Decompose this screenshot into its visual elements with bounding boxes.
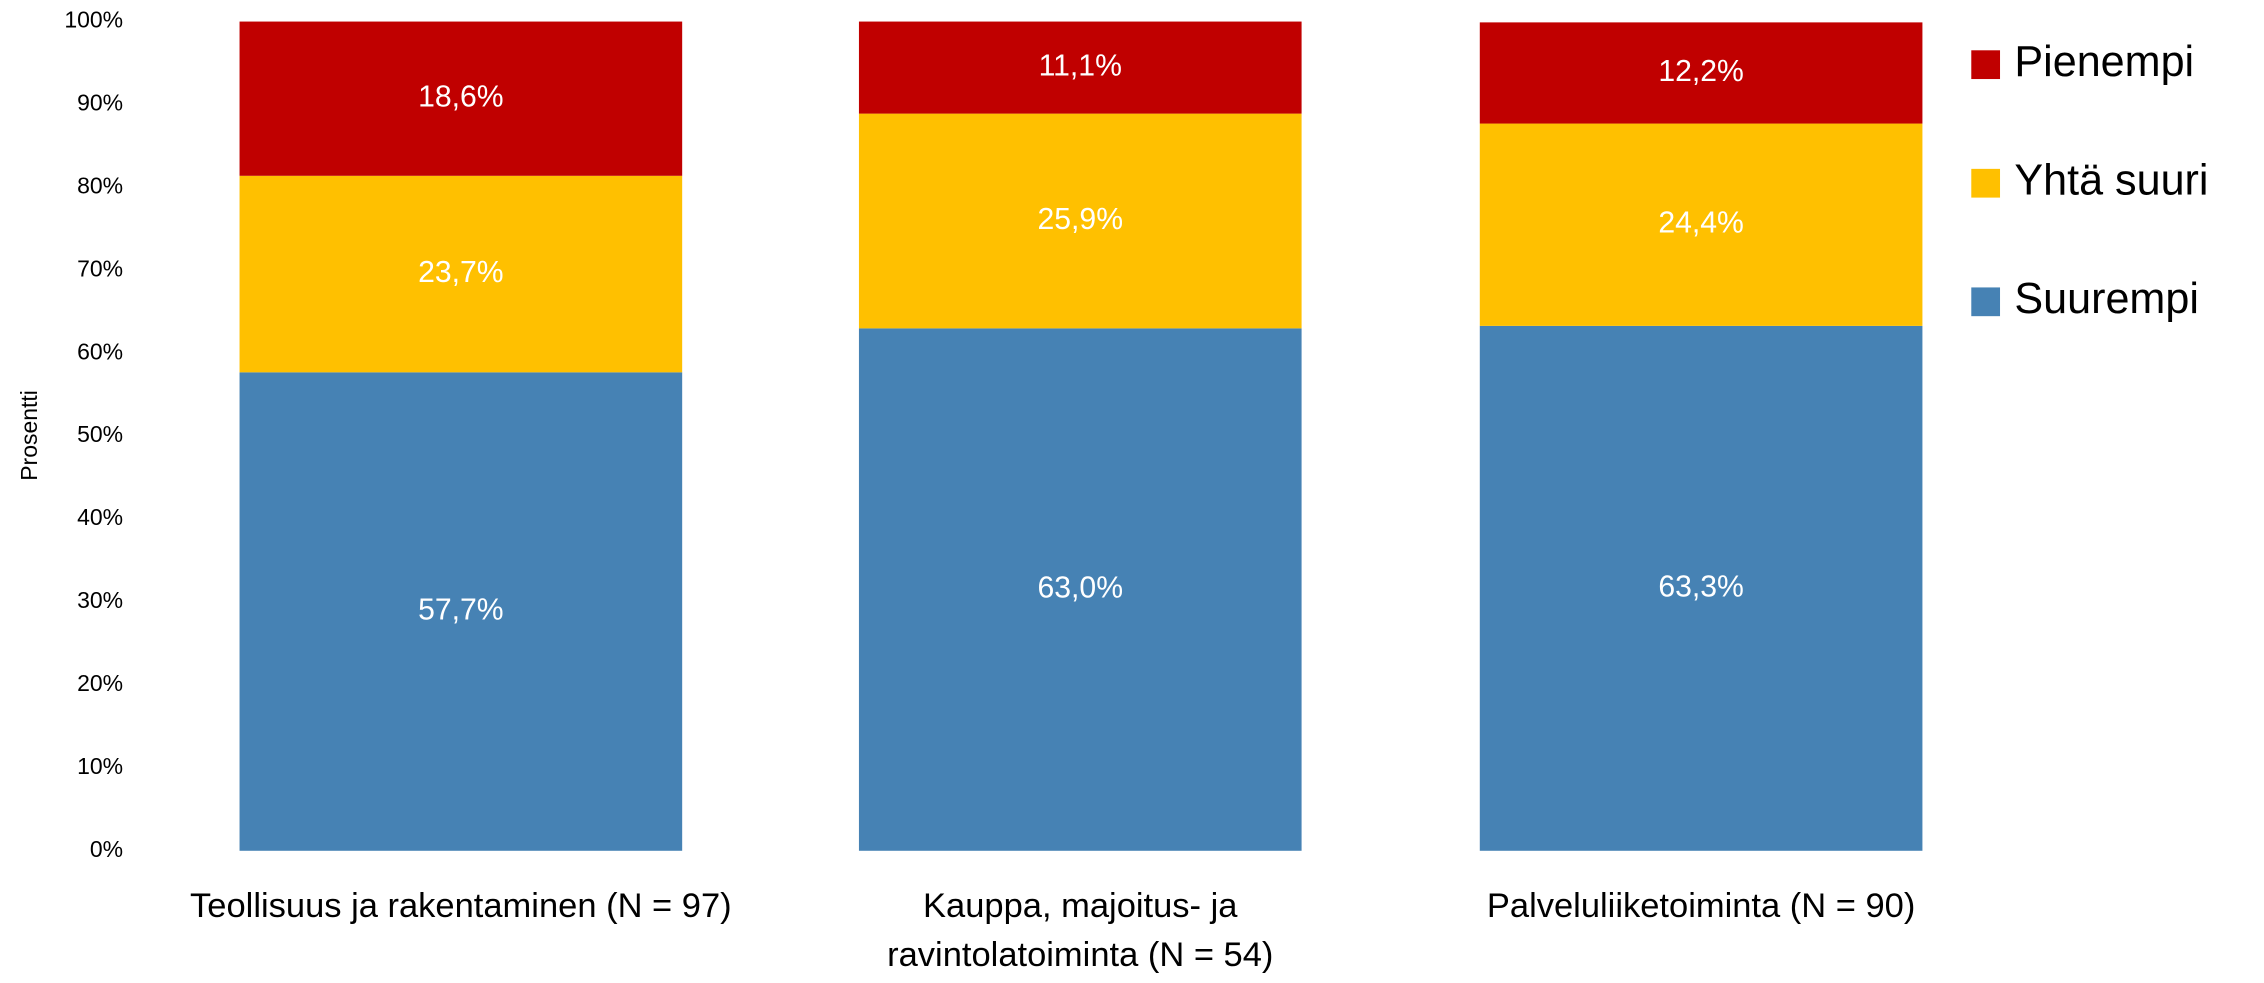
bar-segment <box>1479 325 1923 851</box>
bar-segment <box>1479 22 1923 124</box>
data-label: 23,7% <box>418 256 504 289</box>
data-label: 63,0% <box>1038 572 1124 605</box>
y-tick-label: 90% <box>77 90 123 116</box>
y-tick-label: 60% <box>77 338 123 364</box>
legend-label: Suurempi <box>2014 275 2199 323</box>
category-text: Teollisuus ja rakentaminen (N = 97) <box>190 886 732 926</box>
category-text: Palveluliiketoiminta (N = 90) <box>1486 886 1916 926</box>
bar-segment <box>239 372 683 851</box>
data-label: 18,6% <box>418 81 504 114</box>
data-label: 57,7% <box>418 594 504 627</box>
category-text: Kauppa, majoitus- ja ravintolatoiminta (… <box>887 886 1274 975</box>
data-label: 25,9% <box>1038 203 1124 236</box>
legend-swatch <box>1971 287 2001 317</box>
bar-segment <box>858 113 1302 329</box>
data-label: 24,4% <box>1658 207 1744 240</box>
legend-swatch <box>1971 50 2001 80</box>
legend-label: Yhtä suuri <box>2014 157 2208 205</box>
legend-label: Pienempi <box>2014 38 2194 86</box>
y-tick-label: 80% <box>77 172 123 198</box>
y-tick-label: 30% <box>77 587 123 613</box>
y-tick-label: 0% <box>90 836 123 862</box>
data-label: 12,2% <box>1658 55 1744 88</box>
data-label: 11,1% <box>1039 50 1122 83</box>
data-label: 63,3% <box>1658 570 1744 603</box>
bar-segment <box>1479 123 1923 326</box>
y-tick-label: 40% <box>77 504 123 530</box>
bar-segment <box>858 328 1302 851</box>
y-axis-label: Prosentti <box>16 390 42 481</box>
bar-segment <box>858 21 1302 114</box>
y-tick-label: 20% <box>77 670 123 696</box>
y-tick-label: 70% <box>77 255 123 281</box>
bar-segment <box>239 175 683 373</box>
legend-swatch <box>1971 168 2001 198</box>
y-tick-label: 10% <box>77 753 123 779</box>
bar-segment <box>239 21 683 176</box>
x-tick-label: Kauppa, majoitus- ja ravintolatoiminta (… <box>887 886 1274 975</box>
x-tick-label: Palveluliiketoiminta (N = 90) <box>1486 886 1916 926</box>
y-tick-label: 50% <box>77 421 123 447</box>
x-tick-label: Teollisuus ja rakentaminen (N = 97) <box>190 886 732 926</box>
y-tick-label: 100% <box>64 7 123 33</box>
